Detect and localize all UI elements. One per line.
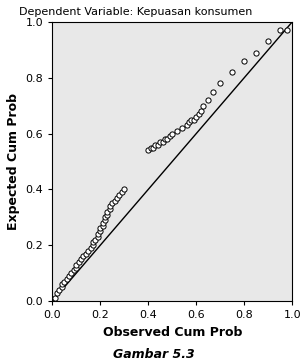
- Point: [191, 117, 196, 122]
- Point: [194, 114, 199, 120]
- Point: [100, 220, 105, 226]
- Point: [199, 108, 204, 114]
- Point: [71, 267, 76, 273]
- Point: [55, 290, 59, 296]
- Point: [146, 148, 151, 153]
- Point: [76, 259, 81, 265]
- Point: [95, 234, 100, 240]
- Point: [206, 97, 211, 103]
- Point: [83, 251, 88, 256]
- Point: [230, 69, 235, 75]
- Point: [79, 256, 83, 262]
- Point: [59, 284, 64, 290]
- Point: [105, 212, 110, 217]
- Point: [105, 209, 110, 215]
- Point: [110, 201, 115, 206]
- Point: [117, 192, 122, 198]
- Point: [91, 242, 95, 248]
- Point: [107, 206, 112, 212]
- X-axis label: Observed Cum Prob: Observed Cum Prob: [103, 326, 242, 339]
- Point: [69, 270, 74, 276]
- Point: [95, 231, 100, 237]
- Point: [266, 39, 271, 44]
- Point: [196, 111, 201, 117]
- Point: [184, 122, 189, 128]
- Point: [160, 139, 165, 145]
- Point: [74, 265, 79, 270]
- Point: [120, 189, 124, 195]
- Point: [81, 253, 86, 259]
- Point: [93, 237, 98, 243]
- Point: [201, 103, 206, 108]
- Point: [91, 239, 95, 245]
- Point: [103, 215, 107, 220]
- Point: [211, 89, 216, 95]
- Point: [98, 226, 103, 231]
- Point: [163, 136, 168, 142]
- Y-axis label: Expected Cum Prob: Expected Cum Prob: [7, 93, 20, 230]
- Point: [179, 125, 184, 131]
- Point: [285, 27, 290, 33]
- Point: [115, 195, 120, 201]
- Point: [107, 203, 112, 209]
- Point: [67, 273, 71, 279]
- Point: [148, 145, 153, 150]
- Point: [153, 142, 158, 148]
- Point: [165, 136, 170, 142]
- Point: [74, 262, 79, 267]
- Point: [189, 117, 194, 122]
- Point: [242, 58, 247, 64]
- Point: [62, 279, 67, 284]
- Point: [156, 142, 160, 148]
- Point: [98, 228, 103, 234]
- Point: [218, 80, 223, 86]
- Point: [122, 186, 127, 192]
- Point: [170, 131, 175, 136]
- Point: [100, 223, 105, 229]
- Point: [167, 134, 172, 139]
- Text: Dependent Variable: Kepuasan konsumen: Dependent Variable: Kepuasan konsumen: [19, 7, 252, 17]
- Point: [86, 248, 91, 254]
- Point: [103, 217, 107, 223]
- Point: [52, 296, 57, 301]
- Point: [57, 287, 62, 293]
- Point: [175, 128, 180, 134]
- Text: Gambar 5.3: Gambar 5.3: [113, 348, 195, 360]
- Point: [187, 120, 192, 125]
- Point: [59, 282, 64, 287]
- Point: [158, 139, 163, 145]
- Point: [88, 245, 93, 251]
- Point: [151, 145, 156, 150]
- Point: [254, 50, 259, 55]
- Point: [112, 198, 117, 203]
- Point: [64, 276, 69, 282]
- Point: [278, 27, 283, 33]
